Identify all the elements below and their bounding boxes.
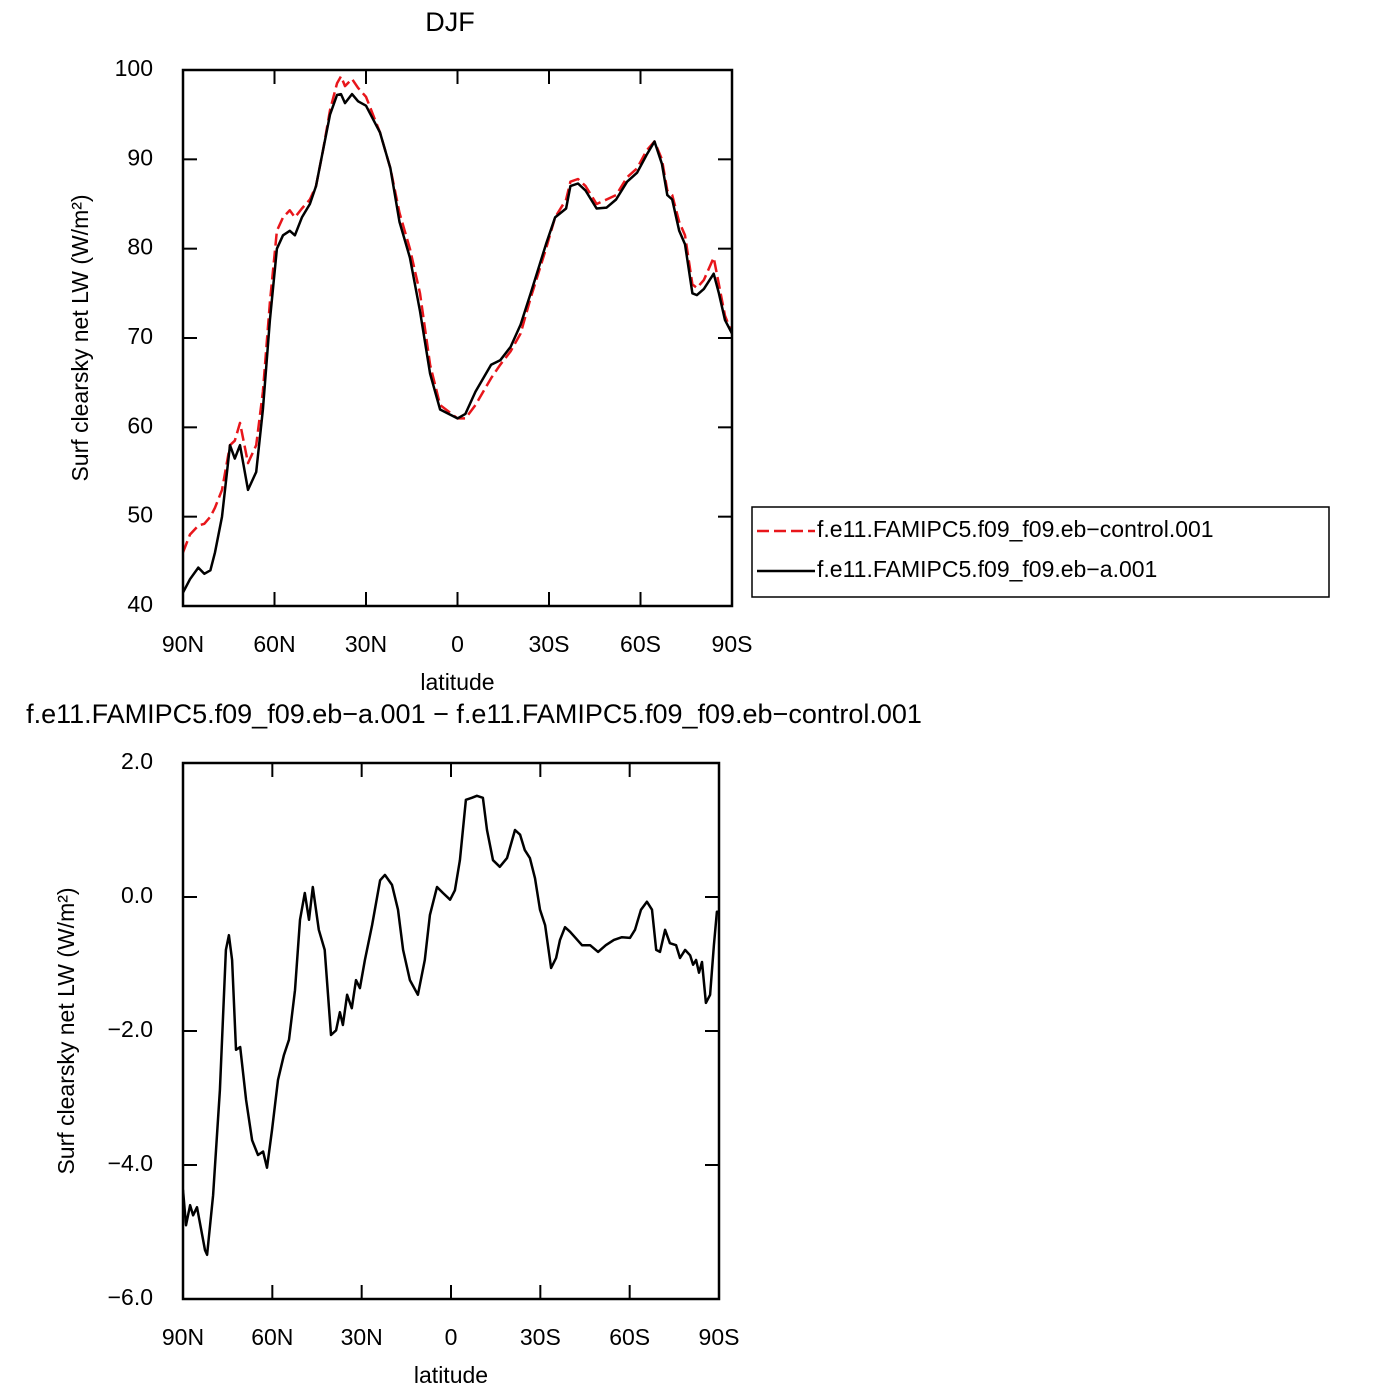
x-tick-label: 60S	[620, 631, 661, 657]
x-tick-label: 90N	[162, 1324, 204, 1350]
y-axis-label: Surf clearsky net LW (W/m²)	[53, 887, 79, 1174]
legend-label: f.e11.FAMIPC5.f09_f09.eb−a.001	[817, 556, 1157, 582]
y-tick-label: −2.0	[108, 1016, 153, 1042]
x-axis-label: latitude	[414, 1362, 488, 1388]
plot-frame	[181, 761, 721, 1301]
x-tick-label: 30S	[520, 1324, 561, 1350]
y-tick-label: 60	[127, 412, 153, 438]
y-tick-label: 50	[127, 502, 153, 528]
y-axis-label: Surf clearsky net LW (W/m²)	[67, 194, 93, 481]
x-tick-label: 30N	[345, 631, 387, 657]
y-tick-label: 80	[127, 234, 153, 260]
x-tick-label: 90S	[712, 631, 753, 657]
x-tick-label: 0	[445, 1324, 458, 1350]
x-tick-label: 60N	[253, 631, 295, 657]
plot-frame	[181, 68, 734, 608]
y-tick-label: 40	[127, 591, 153, 617]
x-tick-label: 30S	[529, 631, 570, 657]
legend-label: f.e11.FAMIPC5.f09_f09.eb−control.001	[817, 516, 1214, 542]
x-axis-label: latitude	[420, 669, 494, 695]
y-tick-label: 90	[127, 144, 153, 170]
chart-title: f.e11.FAMIPC5.f09_f09.eb−a.001 − f.e11.F…	[26, 699, 922, 729]
x-tick-label: 90S	[699, 1324, 740, 1350]
y-tick-label: 70	[127, 323, 153, 349]
legend-box	[751, 506, 1330, 598]
chart-title: DJF	[425, 7, 475, 37]
data-line	[183, 794, 719, 1257]
y-tick-label: 2.0	[121, 748, 153, 774]
x-tick-label: 60S	[609, 1324, 650, 1350]
y-tick-label: 100	[115, 55, 153, 81]
x-tick-label: 60N	[251, 1324, 293, 1350]
x-tick-label: 0	[451, 631, 464, 657]
data-line	[183, 92, 732, 594]
y-tick-label: 0.0	[121, 882, 153, 908]
y-tick-label: −6.0	[108, 1284, 153, 1310]
x-tick-label: 90N	[162, 631, 204, 657]
y-tick-label: −4.0	[108, 1150, 153, 1176]
x-tick-label: 30N	[341, 1324, 383, 1350]
